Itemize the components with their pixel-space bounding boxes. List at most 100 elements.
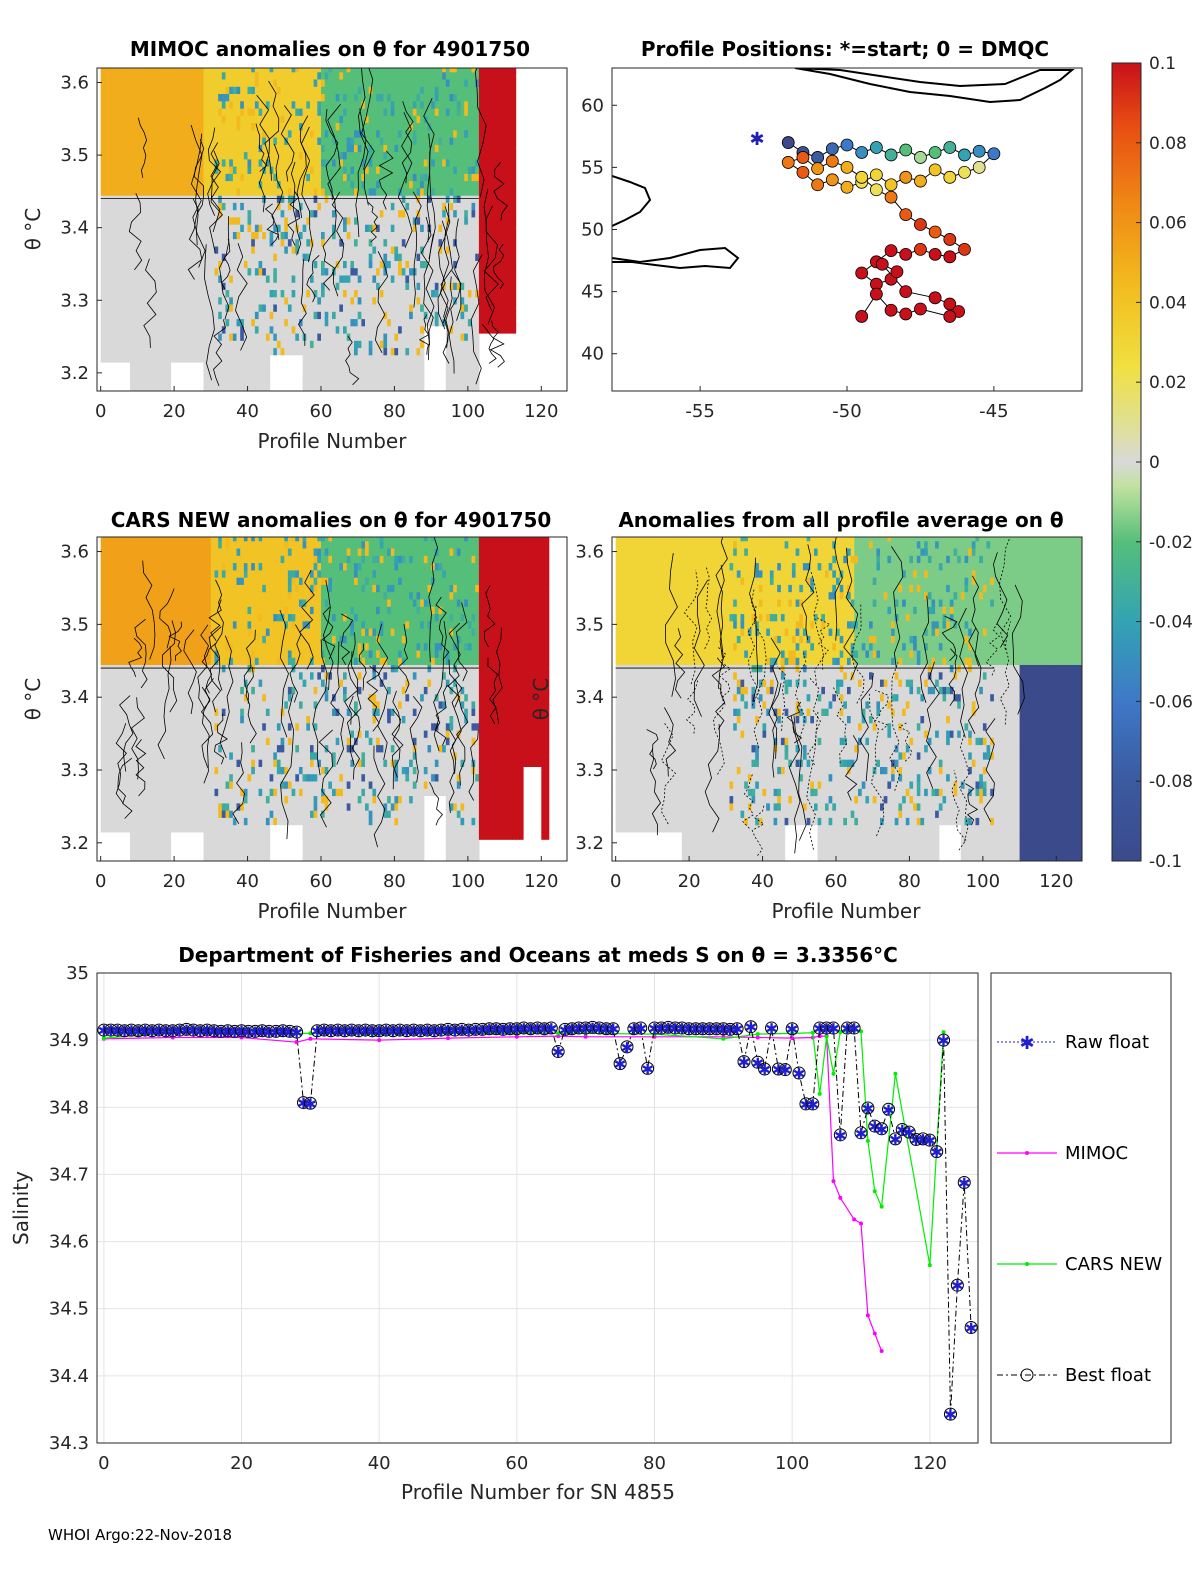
heat-cell [302, 93, 307, 102]
heat-cell [346, 303, 351, 312]
heat-cell [115, 253, 120, 261]
heat-cell [394, 274, 399, 283]
heat-cell [361, 209, 366, 218]
heat-cell [273, 289, 278, 298]
mimoc-xlabel: Profile Number [258, 429, 408, 453]
heat-cell [365, 332, 370, 341]
heat-cell [445, 107, 451, 116]
heat-cell [346, 274, 351, 283]
heat-cell [218, 144, 223, 153]
heat-cell [460, 115, 465, 124]
heat-cell [427, 68, 432, 73]
heat-cell [276, 71, 282, 80]
heat-cell [431, 122, 436, 131]
heat-cell [420, 347, 425, 356]
heat-cell [361, 267, 366, 276]
heat-cell [361, 311, 366, 320]
heat-cell [460, 325, 465, 334]
heat-cell [420, 325, 425, 334]
heat-cell [464, 122, 469, 131]
contour-line [193, 139, 205, 215]
heat-cell [489, 166, 495, 174]
heat-cell [126, 289, 131, 298]
heat-cell [339, 376, 344, 385]
heat-cell [276, 68, 282, 73]
heat-cell [210, 376, 216, 385]
heat-cell [258, 216, 263, 225]
heat-cell [218, 100, 223, 109]
heat-cell [456, 68, 462, 73]
heat-cell [199, 107, 205, 116]
heat-cell [324, 173, 329, 182]
heat-cell [387, 173, 392, 182]
heat-cell [324, 325, 329, 334]
heat-cell [478, 100, 484, 109]
heat-cell [276, 86, 282, 94]
heat-cell [387, 209, 392, 218]
heat-cell [467, 260, 473, 269]
heat-cell [273, 86, 278, 94]
heat-cell [398, 311, 403, 320]
heat-cell [251, 238, 256, 247]
heat-cell [174, 166, 179, 174]
heat-cell [287, 68, 293, 73]
heat-cell [243, 137, 249, 145]
heat-cell [133, 245, 138, 254]
heat-cell [148, 347, 153, 356]
heat-cell [317, 173, 322, 182]
heat-cell [115, 231, 120, 240]
heat-cell [467, 289, 473, 298]
heat-cell [122, 354, 127, 363]
heat-cell [265, 209, 271, 218]
heat-cell [225, 282, 230, 290]
heat-cell [405, 137, 410, 145]
heat-cell [504, 231, 509, 240]
heat-cell [445, 340, 451, 349]
heat-cell [335, 216, 340, 225]
heat-cell [343, 318, 348, 327]
heat-cell [262, 107, 267, 116]
heat-cell [431, 173, 436, 182]
heat-cell [390, 93, 396, 102]
heat-cell [155, 303, 161, 312]
heat-cell [500, 158, 506, 167]
heat-cell [328, 137, 333, 145]
heat-cell [126, 216, 131, 225]
heat-cell [302, 383, 307, 391]
heat-cell [339, 166, 344, 174]
heat-cell [401, 274, 407, 283]
heat-cell [398, 289, 403, 298]
heat-cell [423, 296, 429, 305]
heat-cell [214, 129, 219, 138]
heat-cell [394, 383, 399, 391]
heat-cell [504, 296, 509, 305]
heat-cell [276, 267, 282, 276]
heat-cell [166, 158, 172, 167]
heat-cell [328, 216, 333, 225]
heat-cell [207, 311, 212, 320]
heat-cell [317, 166, 322, 174]
heat-cell [302, 253, 307, 261]
heat-cell [438, 158, 443, 167]
heat-cell [310, 325, 315, 334]
heat-cell [460, 289, 465, 298]
heat-cell [471, 86, 476, 94]
heat-cell [328, 354, 333, 363]
heat-cell [144, 369, 149, 378]
heat-cell [306, 216, 311, 225]
heat-cell [159, 303, 164, 312]
heat-cell [317, 267, 322, 276]
heat-cell [390, 122, 396, 131]
heat-cell [108, 209, 113, 218]
heat-cell [497, 86, 502, 94]
heat-cell [152, 224, 157, 232]
heat-cell [236, 202, 241, 211]
heat-cell [137, 238, 142, 247]
heat-cell [122, 209, 127, 218]
heat-cell [280, 253, 285, 261]
heat-cell [119, 238, 124, 247]
heat-cell [159, 376, 164, 385]
heat-cell [449, 78, 454, 87]
heat-cell [390, 347, 396, 356]
heat-cell [126, 318, 131, 327]
